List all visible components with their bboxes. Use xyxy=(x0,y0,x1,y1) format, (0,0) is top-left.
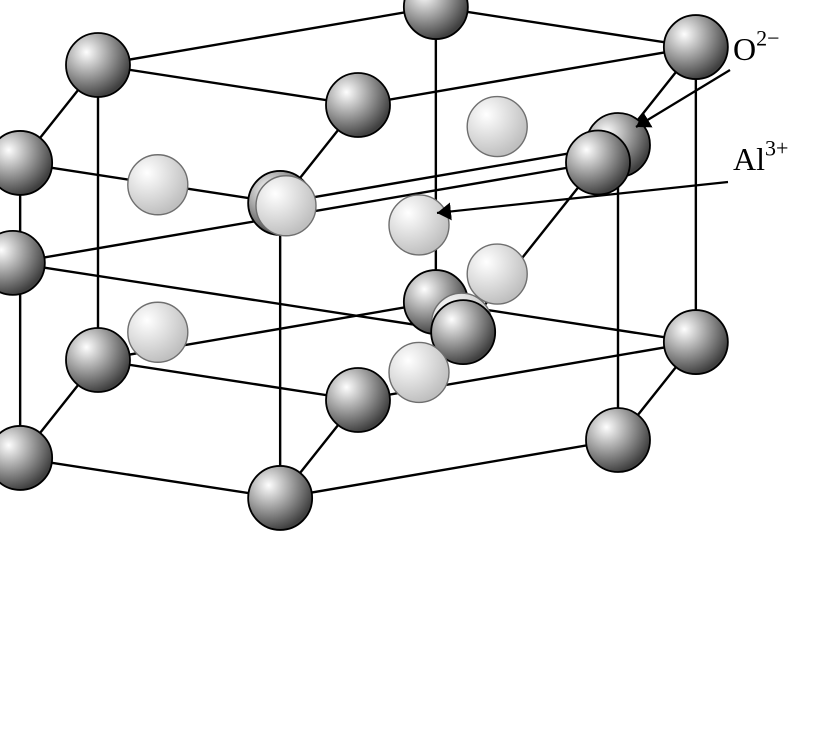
aluminum-ion xyxy=(389,342,449,402)
aluminum-ion xyxy=(128,302,188,362)
aluminum-ion xyxy=(256,176,316,236)
oxygen-ion xyxy=(66,33,130,97)
oxygen-ion xyxy=(326,73,390,137)
oxygen-ion xyxy=(66,328,130,392)
crystal-structure-svg: O2−Al3+ xyxy=(0,0,837,737)
oxygen-ion xyxy=(566,131,630,195)
oxygen-ion xyxy=(248,466,312,530)
aluminum-ion xyxy=(128,155,188,215)
oxygen-ion xyxy=(664,310,728,374)
oxygen-ion xyxy=(326,368,390,432)
aluminum-ion xyxy=(467,244,527,304)
aluminum-ion xyxy=(467,97,527,157)
oxygen-ion xyxy=(586,408,650,472)
oxygen-ion xyxy=(664,15,728,79)
aluminum-ion xyxy=(389,195,449,255)
